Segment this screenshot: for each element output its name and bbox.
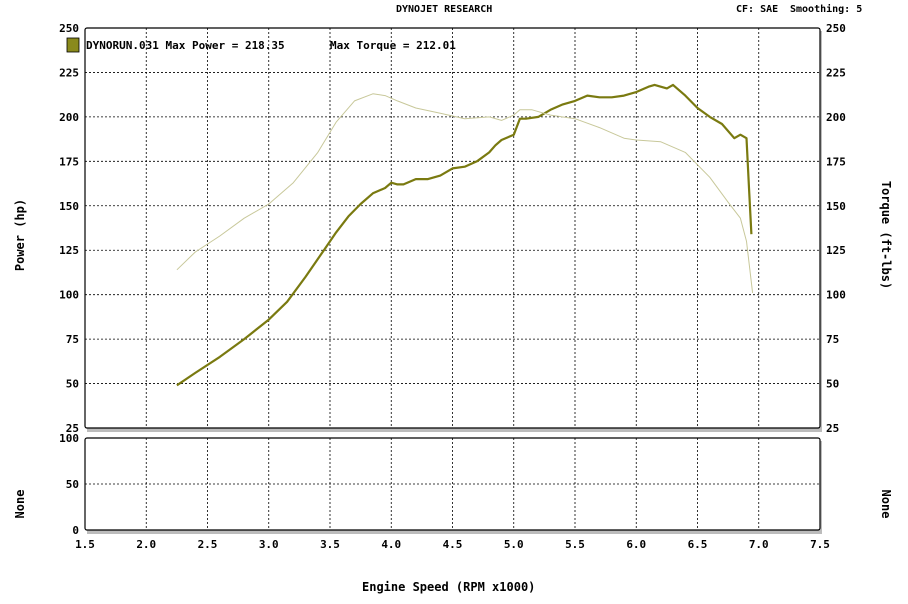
x-tick-label: 7.0 [749,538,769,551]
y-tick-label-torque: 150 [826,200,846,213]
y-tick-label-torque: 175 [826,155,846,168]
x-tick-label: 2.0 [136,538,156,551]
y-tick-label-power: 175 [59,155,79,168]
x-tick-label: 7.5 [810,538,830,551]
y-tick-label-power: 100 [59,289,79,302]
x-tick-label: 5.5 [565,538,585,551]
x-tick-label: 6.0 [626,538,646,551]
lower-grid [85,438,820,530]
x-tick-label: 3.5 [320,538,340,551]
cf-label: CF: SAE [736,4,779,15]
lower-y-tick-label: 100 [59,432,79,445]
x-tick-label: 1.5 [75,538,95,551]
smoothing-label: Smoothing: 5 [790,4,863,15]
x-tick-label: 3.0 [259,538,279,551]
y-tick-label-torque: 200 [826,111,846,124]
legend-swatch [66,37,80,53]
tick-labels: 1.5 2.0 2.5 3.0 3.5 4.0 4.5 5.0 5.5 6.0 6.5 7.0 7.5 2… [59,22,846,551]
x-tick-label: 5.0 [504,538,524,551]
torque-curve [176,93,754,293]
y-tick-label-power: 125 [59,244,79,257]
lower-y-axis-title-left: None [13,490,27,519]
x-tick-label: 4.5 [443,538,463,551]
lower-y-axis-title-right: None [879,490,893,519]
legend-entry: DYNORUN.031 Max Power = 218.35 [86,39,285,52]
y-tick-label-torque: 250 [826,22,846,35]
y-tick-label-power: 150 [59,200,79,213]
power-curve [176,83,753,387]
series-group [176,83,754,387]
x-axis-title: Engine Speed (RPM x1000) [362,580,536,594]
y-tick-label-torque: 25 [826,422,839,435]
lower-y-tick-label: 0 [72,524,79,537]
y-tick-label-torque: 50 [826,378,839,391]
y-tick-label-power: 200 [59,111,79,124]
x-tick-label: 2.5 [198,538,218,551]
y-tick-label-power: 25 [66,422,79,435]
y-tick-label-power: 75 [66,333,79,346]
y-tick-label-torque: 100 [826,289,846,302]
x-tick-label: 6.5 [688,538,708,551]
lower-y-tick-label: 50 [66,478,79,491]
y-tick-label-torque: 125 [826,244,846,257]
main-grid [85,28,820,428]
y-tick-label-power: 250 [59,22,79,35]
y-tick-label-torque: 75 [826,333,839,346]
chart-title: DYNOJET RESEARCH [396,4,493,15]
x-tick-label: 4.0 [381,538,401,551]
y-tick-label-torque: 225 [826,66,846,79]
y-tick-label-power: 50 [66,378,79,391]
y-axis-title-power: Power (hp) [13,199,27,271]
y-axis-title-torque: Torque (ft-lbs) [879,181,893,289]
legend-torque: Max Torque = 212.01 [330,39,456,52]
y-tick-label-power: 225 [59,66,79,79]
